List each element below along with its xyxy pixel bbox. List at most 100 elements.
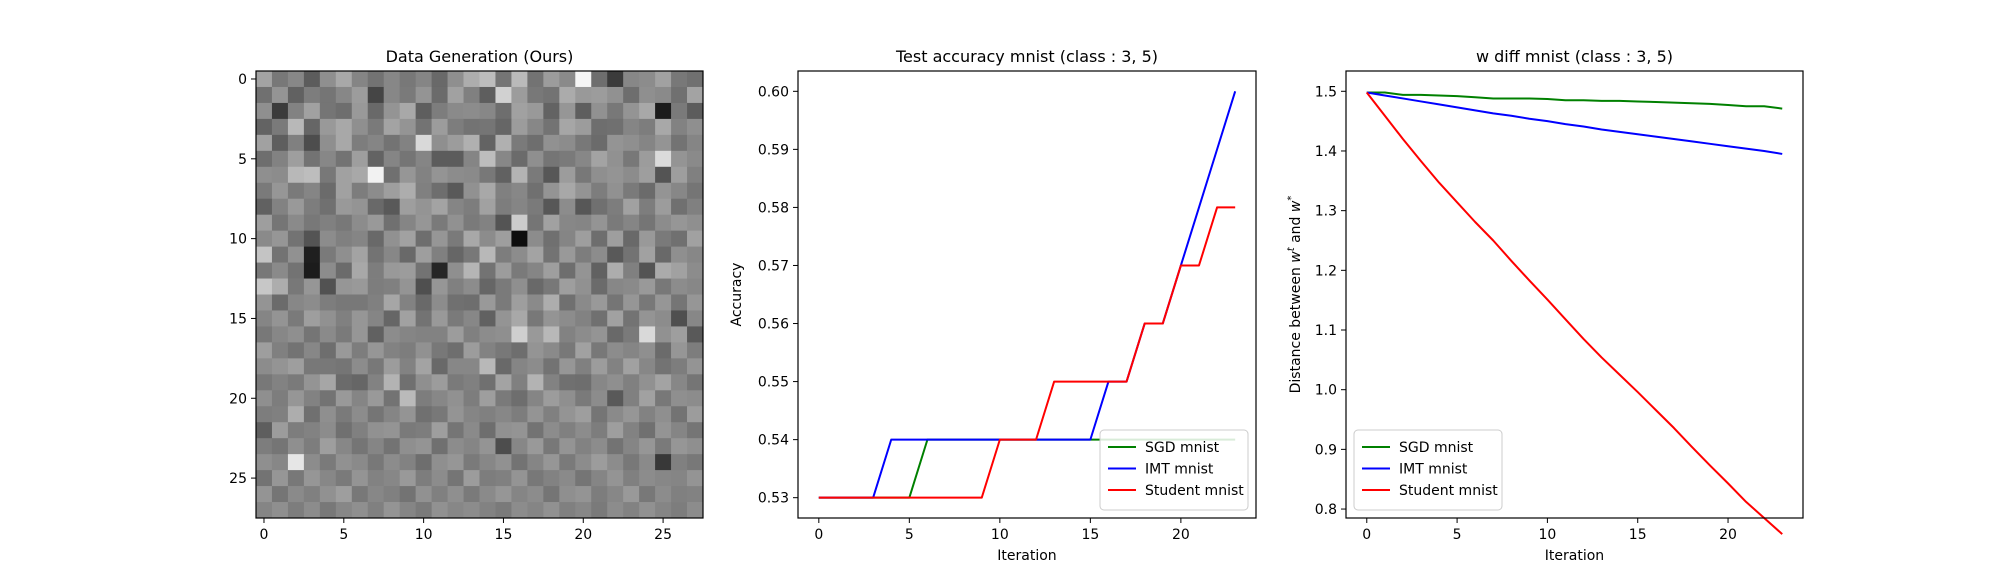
heatmap-cell bbox=[367, 262, 385, 279]
heatmap-cell bbox=[495, 102, 512, 120]
heatmap-cell bbox=[671, 134, 688, 152]
heatmap-cell bbox=[511, 214, 528, 232]
heatmap-cell bbox=[383, 454, 401, 471]
heatmap-cell bbox=[655, 310, 672, 327]
heatmap-cell bbox=[623, 150, 640, 168]
heatmap-cell bbox=[527, 358, 544, 375]
heatmap-cell bbox=[303, 326, 321, 343]
heatmap-cell bbox=[639, 438, 656, 455]
heatmap-cell bbox=[511, 198, 528, 216]
heatmap-cell bbox=[479, 262, 496, 279]
heatmap-cell bbox=[559, 390, 576, 407]
heatmap-cell bbox=[431, 358, 448, 375]
heatmap-cell bbox=[383, 214, 401, 232]
heatmap-cell bbox=[671, 422, 688, 439]
heatmap-cell bbox=[303, 262, 321, 279]
x-tick-label: 0 bbox=[1362, 527, 1371, 543]
y-axis-label: Distance between wt and w* bbox=[1286, 196, 1304, 394]
heatmap-cell bbox=[335, 390, 353, 407]
heatmap-cell bbox=[575, 438, 592, 455]
heatmap-cell bbox=[399, 150, 417, 168]
heatmap-cell bbox=[335, 166, 353, 184]
heatmap-cell bbox=[591, 470, 608, 487]
heatmap-cell bbox=[527, 150, 544, 168]
heatmap-cell bbox=[335, 310, 353, 327]
heatmap-cell bbox=[575, 246, 592, 263]
heatmap-cell bbox=[303, 390, 321, 407]
heatmap-cell bbox=[543, 118, 560, 136]
x-tick-label: 15 bbox=[1081, 527, 1099, 543]
heatmap-cell bbox=[607, 182, 624, 200]
heatmap-cell bbox=[447, 278, 464, 295]
heatmap-cell bbox=[623, 246, 640, 263]
heatmap-cell bbox=[687, 134, 704, 152]
heatmap-cell bbox=[463, 310, 480, 327]
heatmap-cell bbox=[479, 198, 496, 216]
heatmap-cell bbox=[287, 278, 305, 295]
heatmap-cell bbox=[623, 470, 640, 487]
heatmap-cell bbox=[271, 454, 289, 471]
heatmap-cell bbox=[431, 246, 448, 263]
heatmap-cell bbox=[367, 486, 385, 503]
heatmap-cell bbox=[511, 278, 528, 295]
heatmap-cell bbox=[639, 326, 656, 343]
heatmap-cell bbox=[256, 214, 273, 232]
y-tick-label: 1.4 bbox=[1315, 144, 1337, 160]
heatmap-cell bbox=[527, 486, 544, 503]
legend: SGD mnist IMT mnist Student mnist bbox=[1099, 429, 1249, 511]
heatmap-cell bbox=[287, 102, 305, 120]
heatmap-cell bbox=[479, 310, 496, 327]
plot-frame bbox=[797, 70, 1257, 519]
heatmap-cell bbox=[335, 182, 353, 200]
heatmap-cell bbox=[591, 86, 608, 104]
heatmap-cell bbox=[399, 390, 417, 407]
heatmap-cell bbox=[607, 230, 624, 247]
heatmap-cell bbox=[287, 454, 305, 471]
heatmap-cell bbox=[271, 358, 289, 375]
heatmap-cell bbox=[319, 502, 337, 519]
heatmap-cell bbox=[607, 262, 624, 279]
heatmap-cell bbox=[303, 486, 321, 503]
heatmap-cell bbox=[687, 86, 704, 104]
heatmap-cell bbox=[607, 198, 624, 216]
heatmap-cell bbox=[287, 166, 305, 184]
heatmap-cell bbox=[415, 150, 432, 168]
heatmap-cell bbox=[463, 454, 480, 471]
heatmap-cell bbox=[639, 422, 656, 439]
heatmap-cell bbox=[415, 326, 432, 343]
heatmap-cell bbox=[287, 358, 305, 375]
heatmap-cell bbox=[671, 358, 688, 375]
heatmap-cell bbox=[463, 246, 480, 263]
heatmap-cell bbox=[687, 502, 704, 519]
heatmap-cell bbox=[479, 182, 496, 200]
heatmap-cell bbox=[463, 214, 480, 232]
heatmap-cell bbox=[351, 374, 369, 391]
heatmap-cell bbox=[623, 358, 640, 375]
heatmap-cell bbox=[383, 71, 401, 88]
heatmap-cell bbox=[367, 118, 385, 136]
heatmap-cell bbox=[319, 182, 337, 200]
heatmap-cell bbox=[479, 71, 496, 88]
heatmap-cell bbox=[527, 470, 544, 487]
heatmap-cell bbox=[607, 150, 624, 168]
heatmap-cell bbox=[383, 310, 401, 327]
heatmap-cell bbox=[655, 262, 672, 279]
heatmap-cell bbox=[527, 310, 544, 327]
heatmap-cell bbox=[319, 166, 337, 184]
heatmap-cell bbox=[447, 230, 464, 247]
heatmap-cell bbox=[575, 214, 592, 232]
heatmap-cell bbox=[303, 182, 321, 200]
legend-box bbox=[1099, 429, 1249, 511]
heatmap-cell bbox=[639, 390, 656, 407]
heatmap-cell bbox=[303, 150, 321, 168]
heatmap-cell bbox=[495, 118, 512, 136]
heatmap-cell bbox=[687, 278, 704, 295]
heatmap-cell bbox=[287, 374, 305, 391]
heatmap-cell bbox=[591, 246, 608, 263]
heatmap-cell bbox=[271, 502, 289, 519]
heatmap-cell bbox=[271, 342, 289, 359]
heatmap-cell bbox=[543, 102, 560, 120]
heatmap-cell bbox=[543, 374, 560, 391]
heatmap-cell bbox=[399, 294, 417, 311]
series-line-student-mnist bbox=[818, 206, 1236, 499]
